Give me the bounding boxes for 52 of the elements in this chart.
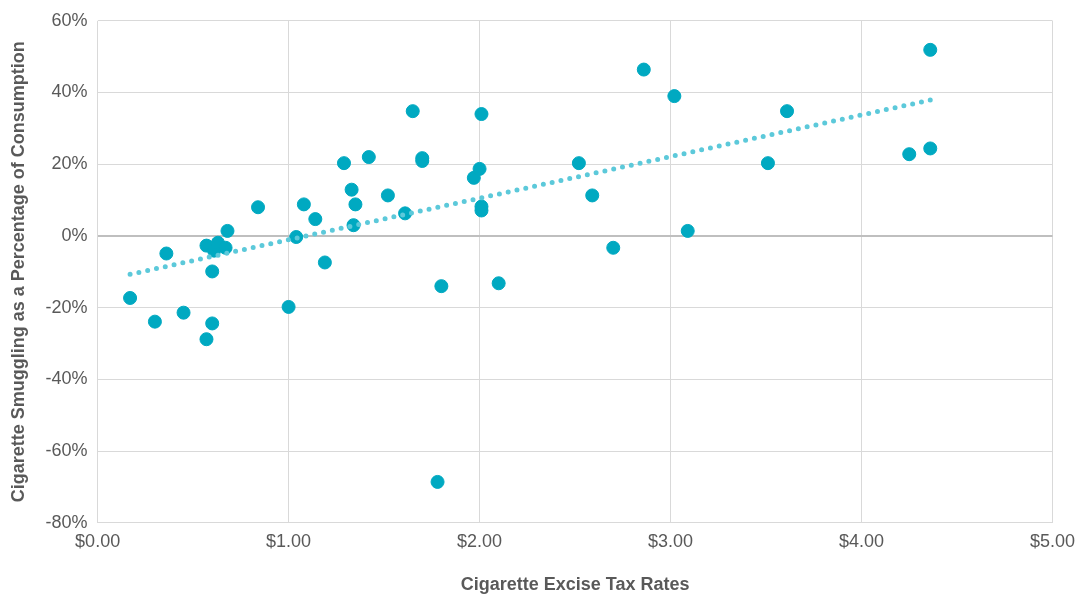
y-tick-label: -60% [45, 440, 88, 461]
point [205, 264, 220, 279]
point [923, 141, 938, 156]
point [571, 156, 586, 171]
y-tick-label: -40% [45, 368, 88, 389]
point [923, 42, 938, 57]
x-tick-label: $0.00 [75, 530, 121, 551]
point [780, 104, 795, 119]
x-tick-label: $1.00 [266, 530, 312, 551]
point [361, 150, 376, 165]
point [251, 200, 266, 215]
point [491, 276, 506, 291]
point [348, 197, 363, 212]
point [220, 223, 235, 238]
point [760, 156, 775, 171]
x-tick-label: $2.00 [457, 530, 503, 551]
y-tick-label: -20% [45, 296, 88, 317]
point [667, 89, 682, 104]
point [680, 223, 695, 238]
y-tick-label: -80% [45, 511, 88, 532]
point [176, 305, 191, 320]
point [474, 107, 489, 122]
y-axis-title: Cigarette Smuggling as a Percentage of Consumption [7, 41, 28, 503]
point [606, 240, 621, 255]
point [159, 246, 174, 261]
point [123, 290, 138, 305]
y-tick-label: 60% [51, 9, 88, 30]
point [317, 255, 332, 270]
point [147, 314, 162, 329]
point [199, 332, 214, 347]
point [218, 240, 233, 255]
x-axis-title: Cigarette Excise Tax Rates [460, 574, 690, 595]
point [380, 188, 395, 203]
point [308, 212, 323, 227]
point [902, 147, 917, 162]
point [434, 279, 449, 294]
x-tick-label: $5.00 [1029, 530, 1075, 551]
point [281, 299, 296, 314]
y-tick-label: 20% [51, 153, 88, 174]
y-tick-label: 40% [51, 81, 88, 102]
x-tick-label: $4.00 [838, 530, 885, 551]
point [205, 316, 220, 331]
point [472, 161, 487, 176]
point [405, 104, 420, 119]
point [430, 474, 445, 489]
point [344, 182, 359, 197]
point [296, 197, 311, 212]
point [336, 156, 351, 171]
point [585, 188, 600, 203]
x-tick-label: $3.00 [648, 530, 694, 551]
y-tick-label: 0% [61, 224, 88, 245]
point [636, 62, 651, 77]
